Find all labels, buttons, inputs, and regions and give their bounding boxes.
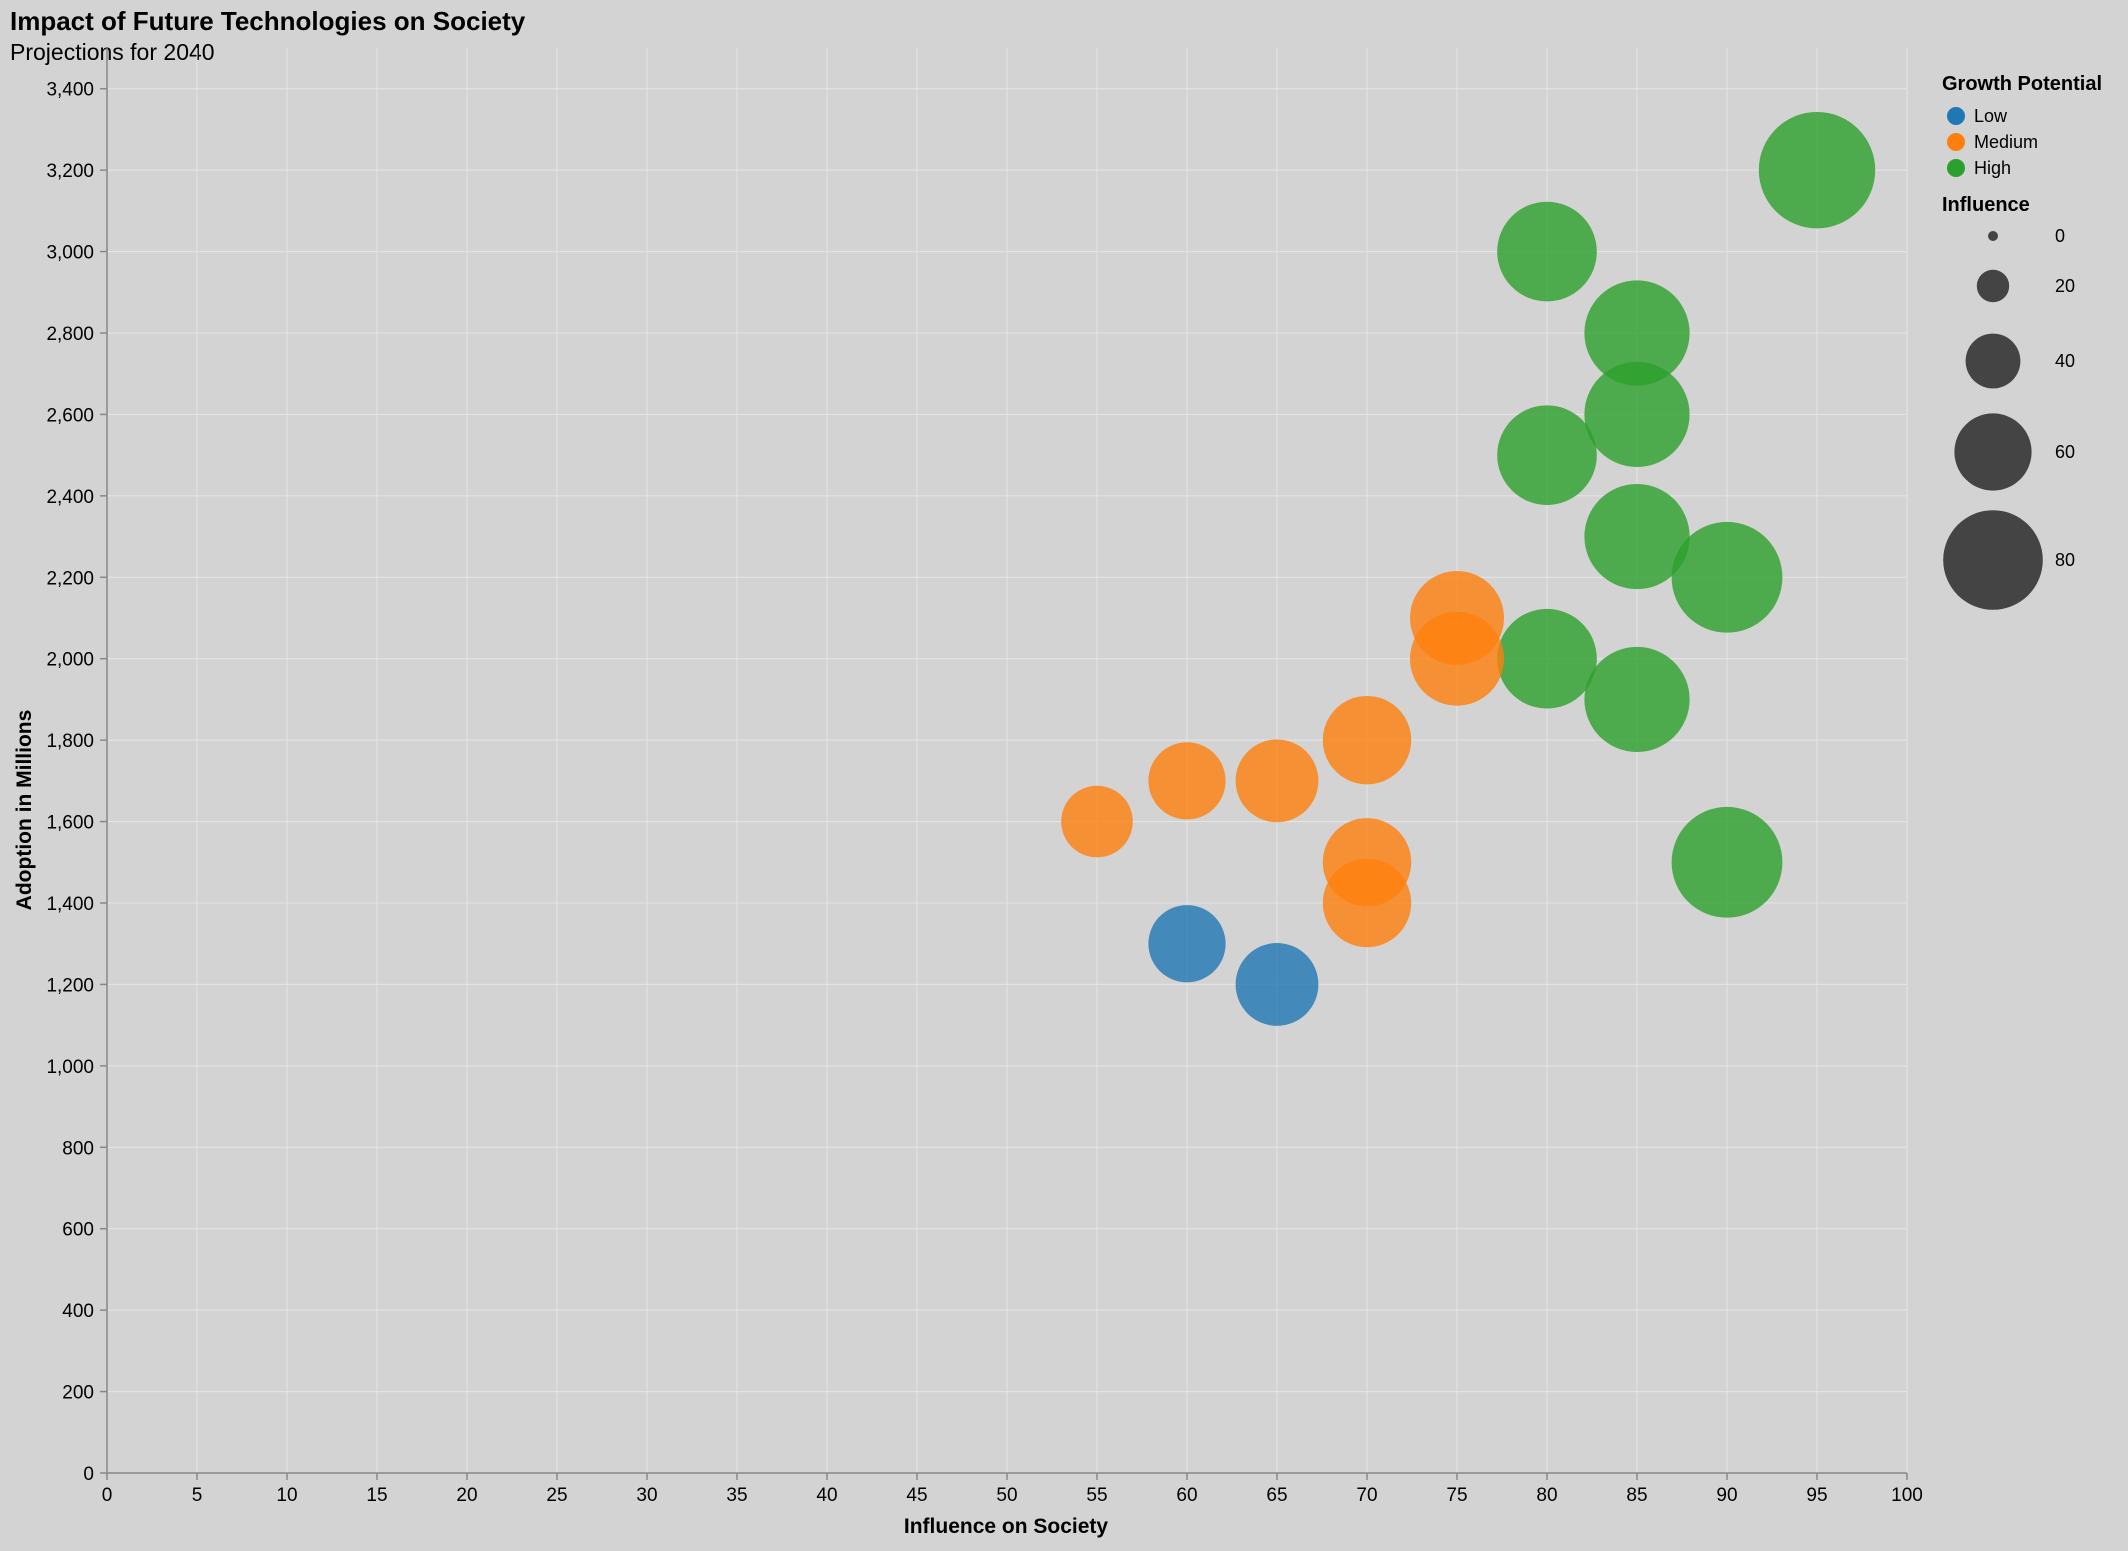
legend-color-swatch-low [1947, 107, 1965, 125]
y-tick-label: 400 [62, 1301, 94, 1322]
x-tick-label: 45 [906, 1485, 927, 1506]
x-tick-label: 80 [1536, 1485, 1557, 1506]
legend-size-swatch-20 [1976, 269, 2010, 303]
bubble-point-8[interactable] [1584, 646, 1690, 753]
legend-size-label: 80 [2055, 550, 2075, 570]
y-axis-title: Adoption in Millions [13, 710, 36, 911]
bubble-point-19[interactable] [1235, 943, 1319, 1026]
x-tick-label: 60 [1176, 1485, 1197, 1506]
chart-title: Impact of Future Technologies on Society [10, 6, 526, 36]
legend-color-swatch-high [1947, 159, 1965, 177]
legend-size-swatch-60 [1954, 413, 2032, 491]
legend-color-label: High [1974, 158, 2011, 178]
legend-size-swatch-0 [1988, 231, 1998, 241]
y-tick-label: 2,200 [46, 568, 94, 589]
y-tick-label: 800 [62, 1138, 94, 1159]
y-tick-label: 2,000 [46, 650, 94, 671]
legend-size-swatch-40 [1965, 333, 2021, 389]
x-axis-title: Influence on Society [904, 1515, 1109, 1538]
y-tick-label: 2,400 [46, 487, 94, 508]
y-tick-label: 2,600 [46, 405, 94, 426]
y-tick-label: 1,600 [46, 813, 94, 834]
x-tick-label: 10 [276, 1485, 297, 1506]
x-tick-label: 50 [996, 1485, 1017, 1506]
axes: 0 5 10 15 20 25 30 35 40 45 50 55 60 65 70 75 80 85 90 95 10… [46, 48, 1923, 1506]
y-tick-label: 1,400 [46, 894, 94, 915]
legend-color-label: Medium [1974, 132, 2038, 152]
y-tick-label: 200 [62, 1383, 94, 1404]
bubble-point-5[interactable] [1584, 483, 1690, 590]
bubble-point-15[interactable] [1061, 785, 1133, 858]
x-tick-label: 20 [456, 1485, 477, 1506]
bubble-point-2[interactable] [1584, 280, 1690, 386]
x-tick-label: 0 [102, 1485, 113, 1506]
bubble-point-18[interactable] [1148, 905, 1226, 983]
x-tick-label: 5 [192, 1485, 203, 1506]
legend-size-title: Influence [1942, 194, 2030, 216]
y-tick-label: 1,000 [46, 1057, 94, 1078]
bubble-point-3[interactable] [1584, 361, 1690, 468]
y-tick-label: 1,800 [46, 731, 94, 752]
legend: Growth Potential Influence Low Medium High… [1942, 73, 2102, 610]
legend-size-label: 60 [2055, 442, 2075, 462]
legend-size-label: 20 [2055, 276, 2075, 296]
x-tick-label: 95 [1806, 1485, 1827, 1506]
y-tick-label: 0 [83, 1464, 94, 1485]
legend-size-swatch-80 [1943, 510, 2043, 610]
y-tick-label: 1,200 [46, 975, 94, 996]
legend-color-swatch-medium [1947, 133, 1965, 151]
bubble-point-11[interactable] [1410, 611, 1504, 706]
bubble-point-4[interactable] [1497, 405, 1597, 505]
x-tick-label: 25 [546, 1485, 567, 1506]
x-tick-label: 90 [1716, 1485, 1737, 1506]
bubble-point-0[interactable] [1758, 111, 1876, 229]
bubble-point-17[interactable] [1322, 858, 1412, 948]
legend-color-title: Growth Potential [1942, 73, 2102, 95]
x-tick-label: 15 [366, 1485, 387, 1506]
x-tick-label: 100 [1891, 1485, 1923, 1506]
bubble-point-12[interactable] [1322, 695, 1412, 785]
bubble-point-13[interactable] [1235, 739, 1319, 823]
legend-size-label: 40 [2055, 351, 2075, 371]
x-tick-label: 65 [1266, 1485, 1287, 1506]
legend-color-label: Low [1974, 106, 2008, 126]
legend-size-label: 0 [2055, 226, 2065, 246]
x-tick-label: 55 [1086, 1485, 1107, 1506]
x-tick-label: 75 [1446, 1485, 1467, 1506]
gridlines [106, 48, 1908, 1474]
data-points [1061, 111, 1876, 1026]
bubble-point-6[interactable] [1671, 521, 1783, 633]
x-tick-label: 30 [636, 1485, 657, 1506]
x-tick-label: 85 [1626, 1485, 1647, 1506]
bubble-point-7[interactable] [1497, 608, 1597, 709]
x-tick-label: 70 [1356, 1485, 1377, 1506]
y-tick-label: 3,000 [46, 243, 94, 264]
y-tick-label: 3,200 [46, 161, 94, 182]
y-tick-label: 3,400 [46, 80, 94, 101]
bubble-point-1[interactable] [1497, 201, 1597, 302]
chart-subtitle: Projections for 2040 [10, 39, 215, 65]
y-tick-label: 2,800 [46, 324, 94, 345]
bubble-point-9[interactable] [1671, 806, 1783, 918]
bubble-point-14[interactable] [1148, 742, 1226, 820]
x-tick-label: 40 [816, 1485, 837, 1506]
x-tick-label: 35 [726, 1485, 747, 1506]
y-tick-label: 600 [62, 1220, 94, 1241]
